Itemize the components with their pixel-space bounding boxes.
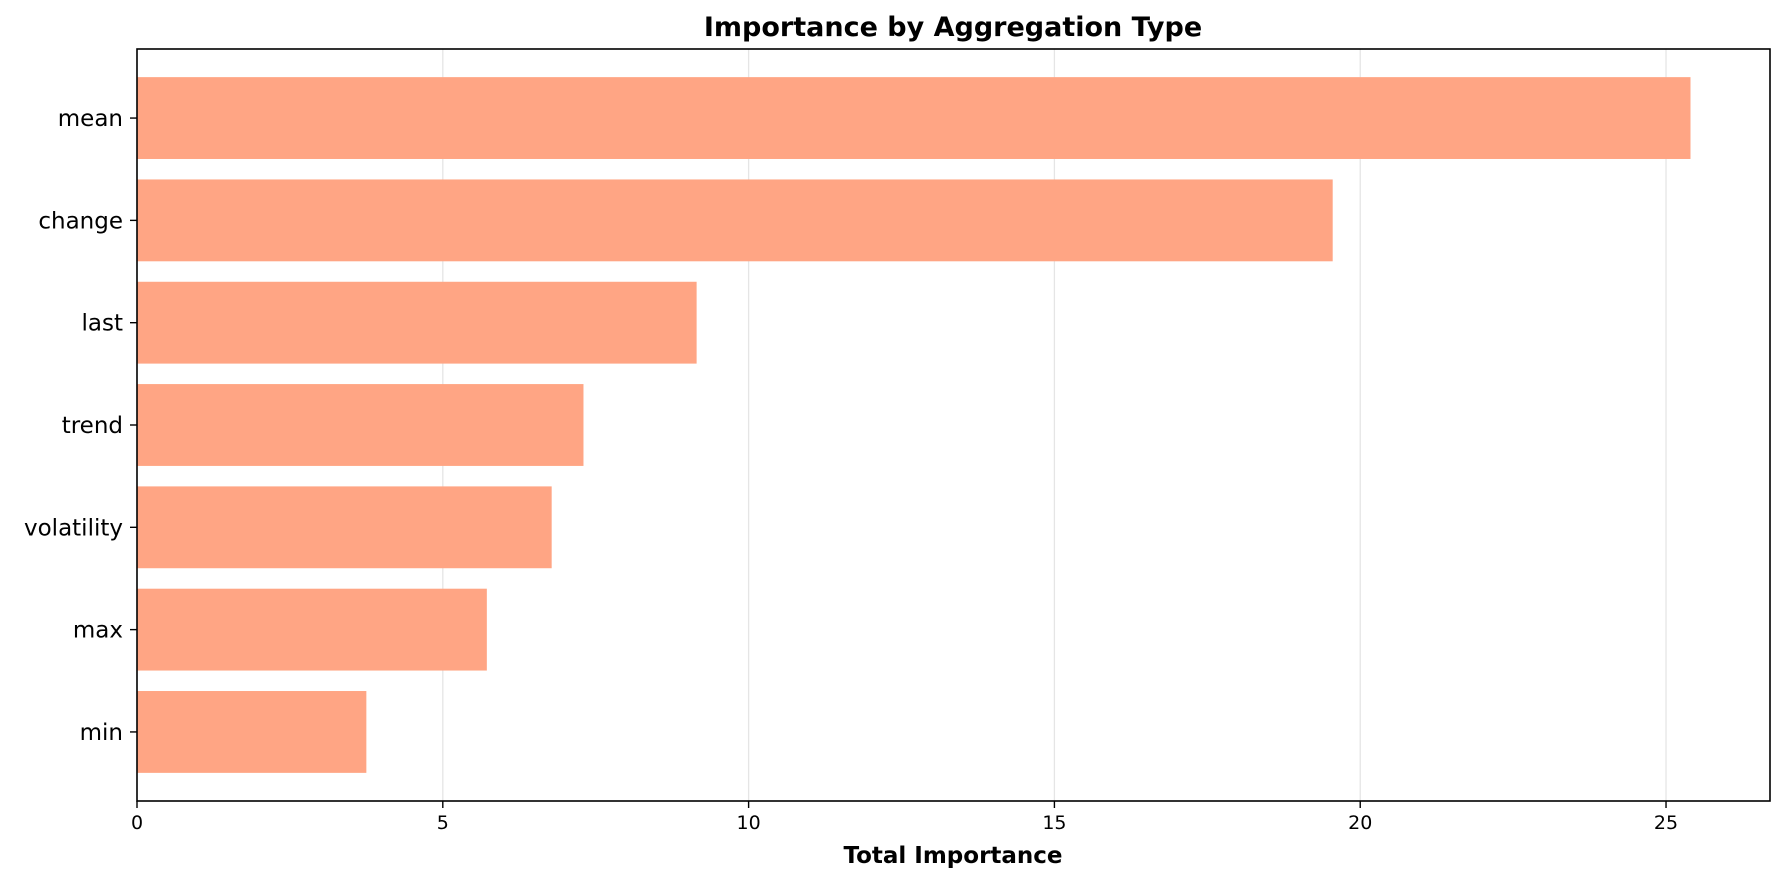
x-tick-label: 10 <box>737 812 761 834</box>
bar-volatility <box>137 486 552 569</box>
x-axis-label: Total Importance <box>843 843 1062 869</box>
bar-trend <box>137 384 584 466</box>
bar-last <box>137 281 697 364</box>
bar-mean <box>137 77 1691 159</box>
y-tick-label-trend: trend <box>62 413 123 439</box>
x-tick-label: 5 <box>437 812 449 834</box>
y-axis-ticks: mean change last trend volatility max min <box>24 106 137 746</box>
x-tick-label: 0 <box>131 812 143 834</box>
y-tick-label-change: change <box>38 208 123 234</box>
y-tick-label-mean: mean <box>58 106 123 132</box>
x-axis-ticks: 0 5 10 15 20 25 <box>131 801 1678 834</box>
x-tick-label: 20 <box>1348 812 1372 834</box>
y-tick-label-max: max <box>73 618 123 644</box>
chart-title: Importance by Aggregation Type <box>704 12 1202 43</box>
x-tick-label: 15 <box>1042 812 1066 834</box>
bar-change <box>137 179 1333 262</box>
y-tick-label-min: min <box>80 720 123 746</box>
x-tick-label: 25 <box>1654 812 1678 834</box>
y-tick-label-volatility: volatility <box>24 515 123 541</box>
bar-max <box>137 588 487 671</box>
y-tick-label-last: last <box>82 311 124 337</box>
bars <box>137 77 1691 773</box>
bar-min <box>137 691 367 773</box>
grid-lines <box>442 49 1667 801</box>
